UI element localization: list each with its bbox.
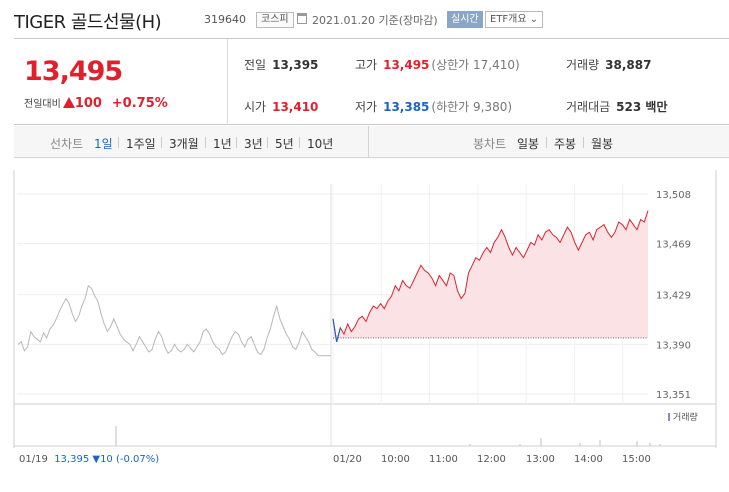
prev-close: 전일 13,395 xyxy=(244,58,319,72)
y-tick-label: 13,390 xyxy=(656,340,691,351)
tab-1day[interactable]: 1일 xyxy=(94,137,113,151)
tab-daily-candle[interactable]: 일봉 xyxy=(517,137,540,151)
low-price: 저가 13,385 (하한가 9,380) xyxy=(355,100,513,114)
tab-3year[interactable]: 3년 xyxy=(244,137,263,151)
today-line xyxy=(332,210,649,342)
quote-panel: 13,495 전일대비 100 +0.75% 전일 13,395 고가 13,495(… xyxy=(14,38,729,125)
change-label: 전일대비 xyxy=(24,99,61,110)
tab-weekly-candle[interactable]: 주봉 xyxy=(554,137,577,151)
as-of-date: 2021.01.20 기준(장마감) xyxy=(312,14,438,27)
tab-monthly-candle[interactable]: 월봉 xyxy=(591,137,614,151)
up-triangle-icon xyxy=(62,97,75,108)
fund-name: TIGER 골드선물(H) xyxy=(14,12,162,33)
today-dip-line xyxy=(332,318,341,342)
x-tick-label: 10:00 xyxy=(381,454,410,465)
price-chart: 13,508 13,469 13,429 13,390 13,351 xyxy=(13,170,717,448)
realtime-button[interactable]: 실시간 xyxy=(447,11,483,28)
y-tick-label: 13,508 xyxy=(656,190,691,201)
y-tick-label: 13,469 xyxy=(656,240,691,251)
volume: 거래량 38,887 xyxy=(566,58,652,72)
tab-1week[interactable]: 1주일 xyxy=(126,137,156,151)
current-price-box: 13,495 전일대비 100 +0.75% xyxy=(14,39,228,125)
prev-day-summary: 01/19 13,395 ▼10 (-0.07%) xyxy=(19,454,160,465)
x-tick-label: 12:00 xyxy=(477,454,506,465)
current-price: 13,495 xyxy=(24,56,123,87)
x-tick-label: 15:00 xyxy=(622,454,651,465)
etf-overview-dropdown[interactable]: ETF개요 ⌄ xyxy=(485,11,544,28)
trade-amount: 거래대금 523 백만 xyxy=(566,100,668,114)
candle-chart-label: 봉차트 xyxy=(473,137,507,151)
market-badge: 코스피 xyxy=(256,12,294,28)
today-date-label: 01/20 xyxy=(333,454,362,465)
today-area xyxy=(333,210,648,338)
tab-1year[interactable]: 1년 xyxy=(213,137,232,151)
tab-5year[interactable]: 5년 xyxy=(275,137,294,151)
tab-10year[interactable]: 10년 xyxy=(307,137,334,151)
x-tick-label: 11:00 xyxy=(429,454,458,465)
fund-code: 319640 xyxy=(204,13,246,26)
open-price: 시가 13,410 xyxy=(244,100,319,114)
change-percent: +0.75% xyxy=(111,96,168,111)
high-price: 고가 13,495 (상한가 17,410) xyxy=(355,58,520,72)
chart-period-tabs: 선차트 1일 1주일 3개월 1년 3년 5년 10년 봉차트 일봉 주봉 월봉 xyxy=(14,126,729,158)
price-change: 전일대비 100 +0.75% xyxy=(24,95,168,111)
volume-bar-icon xyxy=(668,413,670,421)
change-value: 100 xyxy=(74,96,102,111)
calendar-icon xyxy=(297,13,307,24)
x-tick-label: 14:00 xyxy=(574,454,603,465)
line-chart-label: 선차트 xyxy=(50,137,84,151)
volume-legend: 거래량 xyxy=(668,410,698,423)
x-tick-label: 13:00 xyxy=(526,454,555,465)
time-axis: 01/19 13,395 ▼10 (-0.07%) 01/20 10:00 11… xyxy=(0,448,729,478)
tab-3month[interactable]: 3개월 xyxy=(169,137,199,151)
y-tick-label: 13,351 xyxy=(656,390,691,401)
prev-day-line xyxy=(17,284,331,357)
y-tick-label: 13,429 xyxy=(656,291,691,302)
header: TIGER 골드선물(H) 319640 코스피 2021.01.20 기준(장… xyxy=(0,0,729,38)
